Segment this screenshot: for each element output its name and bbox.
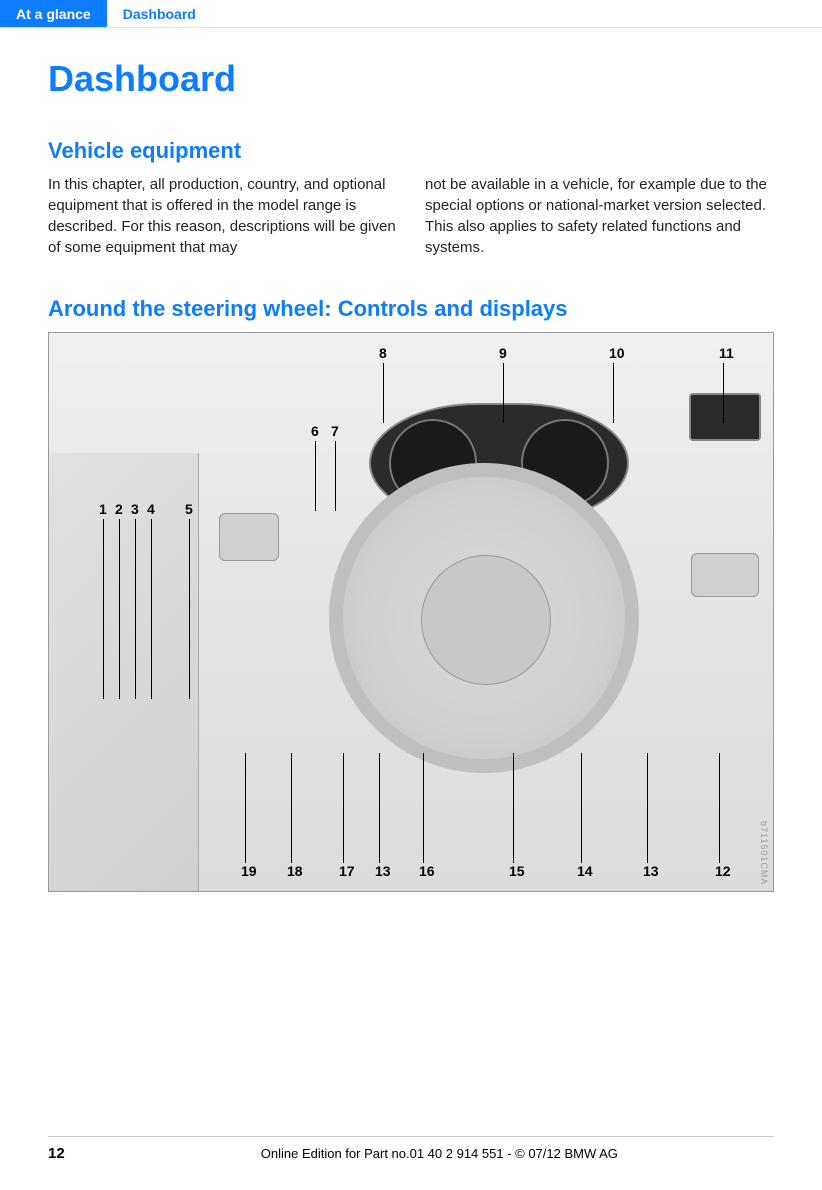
- steering-wheel-hub-shape: [421, 555, 551, 685]
- callout-4: 4: [147, 501, 155, 517]
- leader-line: [723, 363, 724, 423]
- vehicle-equipment-body: In this chapter, all production, country…: [48, 174, 774, 258]
- vent-left-shape: [219, 513, 279, 561]
- section-steering-wheel-title: Around the steering wheel: Controls and …: [48, 296, 774, 322]
- leader-line: [135, 519, 136, 699]
- vent-right-shape: [691, 553, 759, 597]
- leader-line: [335, 441, 336, 511]
- callout-18: 18: [287, 863, 303, 879]
- leader-line: [245, 753, 246, 863]
- center-display-shape: [689, 393, 761, 441]
- callout-11: 11: [719, 345, 734, 361]
- leader-line: [719, 753, 720, 863]
- callout-19: 19: [241, 863, 257, 879]
- leader-line: [423, 753, 424, 863]
- steering-wheel-shape: [329, 463, 639, 773]
- callout-8: 8: [379, 345, 387, 361]
- leader-line: [513, 753, 514, 863]
- page-content: Dashboard Vehicle equipment In this chap…: [0, 28, 822, 892]
- leader-line: [315, 441, 316, 511]
- footer-line: 12 Online Edition for Part no.01 40 2 91…: [48, 1136, 774, 1162]
- callout-12: 12: [715, 863, 731, 879]
- body-col-2: not be available in a vehicle, for examp…: [425, 174, 774, 258]
- body-col-1: In this chapter, all production, country…: [48, 174, 397, 258]
- callout-2: 2: [115, 501, 123, 517]
- leader-line: [379, 753, 380, 863]
- header-bar: At a glance Dashboard: [0, 0, 822, 28]
- door-panel-shape: [49, 453, 199, 892]
- callout-6: 6: [311, 423, 319, 439]
- diagram-watermark: b711501CMA: [759, 821, 769, 885]
- section-vehicle-equipment-title: Vehicle equipment: [48, 138, 774, 164]
- leader-line: [291, 753, 292, 863]
- leader-line: [581, 753, 582, 863]
- callout-9: 9: [499, 345, 507, 361]
- leader-line: [647, 753, 648, 863]
- page-footer: 12 Online Edition for Part no.01 40 2 91…: [0, 1136, 822, 1162]
- tab-dashboard[interactable]: Dashboard: [107, 0, 212, 27]
- dashboard-diagram: b711501CMA 89101167123451918171316151413…: [48, 332, 774, 892]
- callout-15: 15: [509, 863, 525, 879]
- leader-line: [343, 753, 344, 863]
- leader-line: [613, 363, 614, 423]
- callout-13: 13: [643, 863, 659, 879]
- callout-10: 10: [609, 345, 625, 361]
- leader-line: [151, 519, 152, 699]
- leader-line: [503, 363, 504, 423]
- leader-line: [189, 519, 190, 699]
- tab-at-a-glance[interactable]: At a glance: [0, 0, 107, 27]
- callout-14: 14: [577, 863, 593, 879]
- callout-16: 16: [419, 863, 435, 879]
- footer-text: Online Edition for Part no.01 40 2 914 5…: [105, 1146, 774, 1161]
- leader-line: [119, 519, 120, 699]
- page-number: 12: [48, 1145, 65, 1162]
- callout-5: 5: [185, 501, 193, 517]
- page-title: Dashboard: [48, 58, 774, 100]
- callout-7: 7: [331, 423, 339, 439]
- callout-17: 17: [339, 863, 355, 879]
- callout-1: 1: [99, 501, 107, 517]
- callout-13: 13: [375, 863, 391, 879]
- leader-line: [383, 363, 384, 423]
- leader-line: [103, 519, 104, 699]
- callout-3: 3: [131, 501, 139, 517]
